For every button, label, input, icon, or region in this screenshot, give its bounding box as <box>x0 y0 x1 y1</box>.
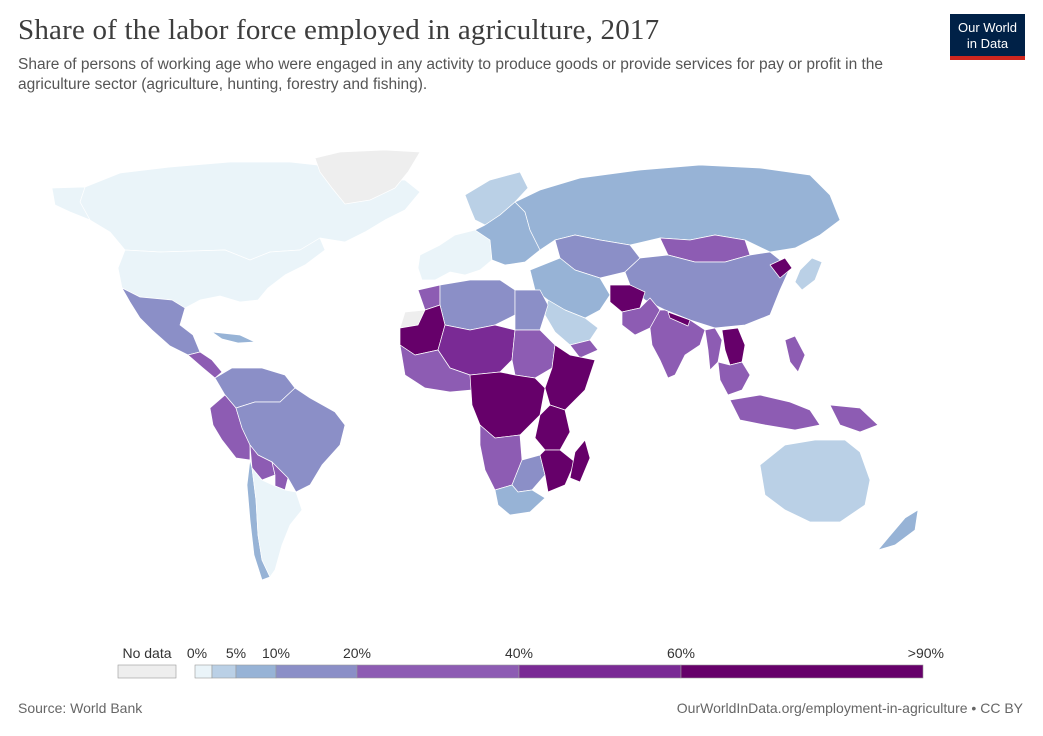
legend-tick-label-4: 40% <box>505 645 533 661</box>
region-nepal[interactable]: Nepal <box>667 311 691 327</box>
region-east-africa[interactable]: East Africa <box>534 404 571 451</box>
region-philippines[interactable]: Philippines <box>784 335 806 373</box>
region-argentina[interactable]: Argentina <box>251 467 303 578</box>
region-greenland[interactable]: Greenland <box>314 149 421 205</box>
region-laos-cambodia[interactable]: Laos / Cambodia <box>721 327 746 366</box>
region-india[interactable]: India <box>649 309 706 379</box>
logo-line-2: in Data <box>966 36 1009 51</box>
legend-no-data-label: No data <box>122 645 171 661</box>
legend-bin-5[interactable] <box>518 664 682 679</box>
region-north-korea[interactable]: North Korea <box>769 257 793 279</box>
legend-bin-1[interactable] <box>211 664 237 679</box>
region-sudan[interactable]: Sudan <box>511 329 556 379</box>
map-legend: No data 0% 5% 10% 20% 40% 60% >90% <box>117 645 944 679</box>
region-alaska[interactable]: Alaska <box>51 186 91 221</box>
region-central-america[interactable]: Central America <box>187 351 223 379</box>
region-vietnam-thailand[interactable]: Vietnam / Thailand <box>717 361 751 396</box>
legend-bin-4[interactable] <box>356 664 520 679</box>
source-url[interactable]: OurWorldInData.org/employment-in-agricul… <box>676 700 1023 716</box>
legend-tick-label-2: 10% <box>262 645 290 661</box>
legend-tick-label-0: 0% <box>187 645 207 661</box>
legend-tick-label-1: 5% <box>226 645 246 661</box>
logo-line-1: Our World <box>958 20 1017 35</box>
chart-subtitle: Share of persons of working age who were… <box>18 56 884 93</box>
legend-no-data-swatch[interactable] <box>117 664 177 679</box>
region-australia[interactable]: Australia <box>759 439 871 523</box>
legend-tick-label-5: 60% <box>667 645 695 661</box>
legend-bin-0[interactable] <box>194 664 213 679</box>
chart-title: Share of the labor force employed in agr… <box>18 14 660 46</box>
region-peru-ecuador[interactable]: Peru / Ecuador <box>209 394 251 461</box>
region-russia[interactable]: Russia <box>514 164 841 253</box>
region-papua-new-guinea[interactable]: Papua New Guinea <box>829 404 879 433</box>
region-western-europe[interactable]: Western Europe <box>417 229 493 281</box>
region-yemen[interactable]: Yemen <box>569 339 599 359</box>
region-south-africa[interactable]: South Africa <box>494 484 546 516</box>
region-ethiopia-somalia[interactable]: Ethiopia / Somalia <box>544 344 596 411</box>
owid-logo[interactable]: Our World in Data <box>950 14 1025 60</box>
world-map: Canada Alaska Greenland United States Me… <box>51 149 919 581</box>
region-japan[interactable]: Japan <box>794 257 823 291</box>
region-cuba[interactable]: Cuba <box>211 331 256 344</box>
legend-bin-2[interactable] <box>235 664 277 679</box>
legend-tick-label-6: >90% <box>908 645 944 661</box>
region-new-zealand[interactable]: New Zealand <box>877 509 919 551</box>
legend-tick-label-3: 20% <box>343 645 371 661</box>
region-indonesia[interactable]: Indonesia <box>729 394 821 431</box>
region-madagascar[interactable]: Madagascar <box>569 439 591 483</box>
region-mozambique[interactable]: Mozambique <box>539 449 576 493</box>
source-note: Source: World Bank <box>18 700 143 716</box>
region-egypt[interactable]: Egypt <box>514 289 549 331</box>
legend-bin-3[interactable] <box>275 664 358 679</box>
legend-bin-6[interactable] <box>680 664 924 679</box>
region-north-africa[interactable]: North Africa <box>439 279 516 331</box>
